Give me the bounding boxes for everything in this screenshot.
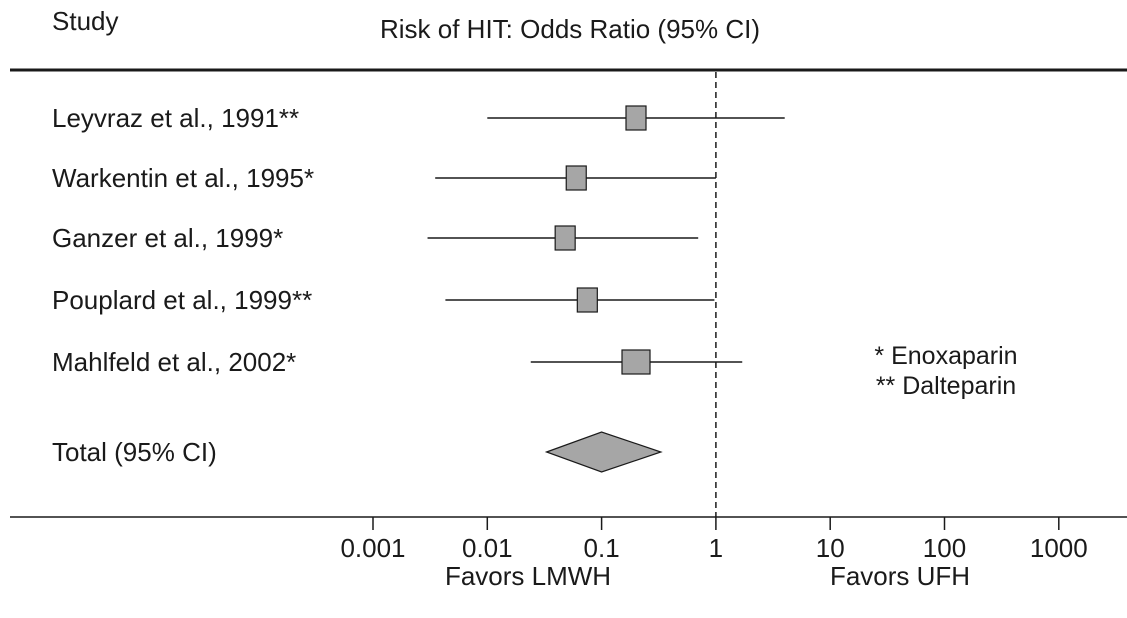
chart-title: Risk of HIT: Odds Ratio (95% CI)	[380, 14, 760, 44]
or-marker	[576, 287, 598, 313]
favors-right-label: Favors UFH	[830, 561, 970, 591]
study-label: Leyvraz et al., 1991**	[52, 103, 299, 133]
x-tick-label: 0.1	[584, 533, 620, 563]
note-enoxaparin: * Enoxaparin	[874, 342, 1017, 370]
study-label: Pouplard et al., 1999**	[52, 285, 312, 315]
x-tick-label: 0.001	[340, 533, 405, 563]
column-header: Study	[52, 6, 119, 36]
total-label: Total (95% CI)	[52, 437, 217, 467]
study-labels: Leyvraz et al., 1991** Warkentin et al., …	[52, 103, 314, 467]
study-label: Ganzer et al., 1999*	[52, 223, 283, 253]
study-label: Warkentin et al., 1995*	[52, 163, 314, 193]
x-tick-label: 0.01	[462, 533, 513, 563]
plot-layer	[427, 72, 785, 517]
or-marker	[554, 225, 576, 251]
x-tick-label: 100	[923, 533, 966, 563]
x-axis: 0.001 0.01 0.1 1 10 100 1000	[340, 517, 1088, 563]
study-label: Mahlfeld et al., 2002*	[52, 347, 296, 377]
or-marker	[621, 349, 651, 375]
favors-left-label: Favors LMWH	[445, 561, 611, 591]
x-tick-label: 10	[816, 533, 845, 563]
or-marker	[565, 165, 587, 191]
total-diamond	[544, 431, 663, 473]
note-dalteparin: ** Dalteparin	[876, 372, 1016, 400]
x-tick-label: 1000	[1030, 533, 1088, 563]
or-marker	[625, 105, 647, 131]
x-tick-label: 1	[709, 533, 723, 563]
